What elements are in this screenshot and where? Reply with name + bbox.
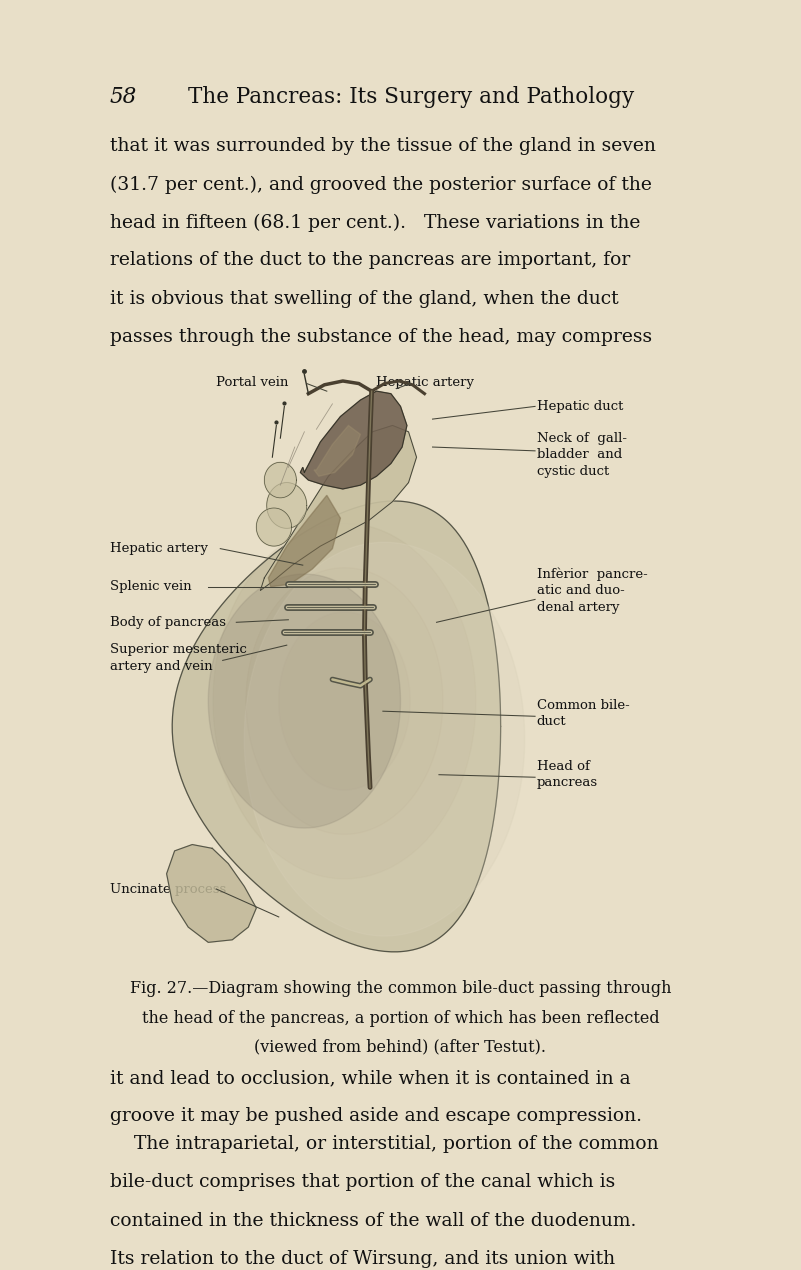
Text: the head of the pancreas, a portion of which has been reflected: the head of the pancreas, a portion of w… (142, 1010, 659, 1026)
Text: The intraparietal, or interstitial, portion of the common: The intraparietal, or interstitial, port… (110, 1135, 658, 1153)
Text: bile-duct comprises that portion of the canal which is: bile-duct comprises that portion of the … (110, 1173, 615, 1191)
Text: Superior mesenteric
artery and vein: Superior mesenteric artery and vein (110, 643, 247, 673)
Text: Head of
pancreas: Head of pancreas (537, 759, 598, 790)
Polygon shape (167, 845, 256, 942)
Text: Hepatic artery: Hepatic artery (110, 542, 207, 555)
Text: Uncinate process: Uncinate process (110, 883, 226, 895)
Polygon shape (267, 483, 307, 528)
Text: groove it may be pushed aside and escape compression.: groove it may be pushed aside and escape… (110, 1107, 642, 1125)
Polygon shape (314, 425, 360, 476)
Polygon shape (268, 495, 340, 587)
Text: Fig. 27.—Diagram showing the common bile-duct passing through: Fig. 27.—Diagram showing the common bile… (130, 980, 671, 997)
Text: Body of pancreas: Body of pancreas (110, 616, 226, 629)
Text: that it was surrounded by the tissue of the gland in seven: that it was surrounded by the tissue of … (110, 137, 655, 155)
Text: head in fifteen (68.1 per cent.).   These variations in the: head in fifteen (68.1 per cent.). These … (110, 213, 640, 231)
Polygon shape (300, 391, 407, 489)
Polygon shape (264, 462, 296, 498)
Polygon shape (279, 612, 410, 790)
Text: Hepatic artery: Hepatic artery (376, 376, 473, 389)
Polygon shape (256, 508, 292, 546)
Text: Splenic vein: Splenic vein (110, 580, 191, 593)
Polygon shape (260, 425, 417, 591)
Text: (31.7 per cent.), and grooved the posterior surface of the: (31.7 per cent.), and grooved the poster… (110, 175, 651, 193)
Text: The Pancreas: Its Surgery and Pathology: The Pancreas: Its Surgery and Pathology (188, 86, 634, 108)
Polygon shape (208, 574, 400, 828)
Text: relations of the duct to the pancreas are important, for: relations of the duct to the pancreas ar… (110, 251, 630, 269)
Text: contained in the thickness of the wall of the duodenum.: contained in the thickness of the wall o… (110, 1212, 636, 1229)
Text: Neck of  gall-
bladder  and
cystic duct: Neck of gall- bladder and cystic duct (537, 432, 626, 478)
Text: passes through the substance of the head, may compress: passes through the substance of the head… (110, 328, 652, 345)
Text: Infèrior  pancre-
atic and duo-
denal artery: Infèrior pancre- atic and duo- denal art… (537, 568, 647, 613)
Text: Its relation to the duct of Wirsung, and its union with: Its relation to the duct of Wirsung, and… (110, 1250, 615, 1267)
Text: Hepatic duct: Hepatic duct (537, 400, 623, 413)
Polygon shape (213, 523, 476, 879)
Text: it is obvious that swelling of the gland, when the duct: it is obvious that swelling of the gland… (110, 290, 618, 307)
Polygon shape (172, 502, 501, 951)
Text: 58: 58 (110, 86, 137, 108)
Text: it and lead to occlusion, while when it is contained in a: it and lead to occlusion, while when it … (110, 1069, 630, 1087)
Text: Portal vein: Portal vein (216, 376, 288, 389)
Text: (viewed from behind) (after Testut).: (viewed from behind) (after Testut). (255, 1039, 546, 1055)
Polygon shape (246, 568, 443, 834)
Polygon shape (244, 542, 525, 936)
Text: Common bile-
duct: Common bile- duct (537, 698, 630, 729)
